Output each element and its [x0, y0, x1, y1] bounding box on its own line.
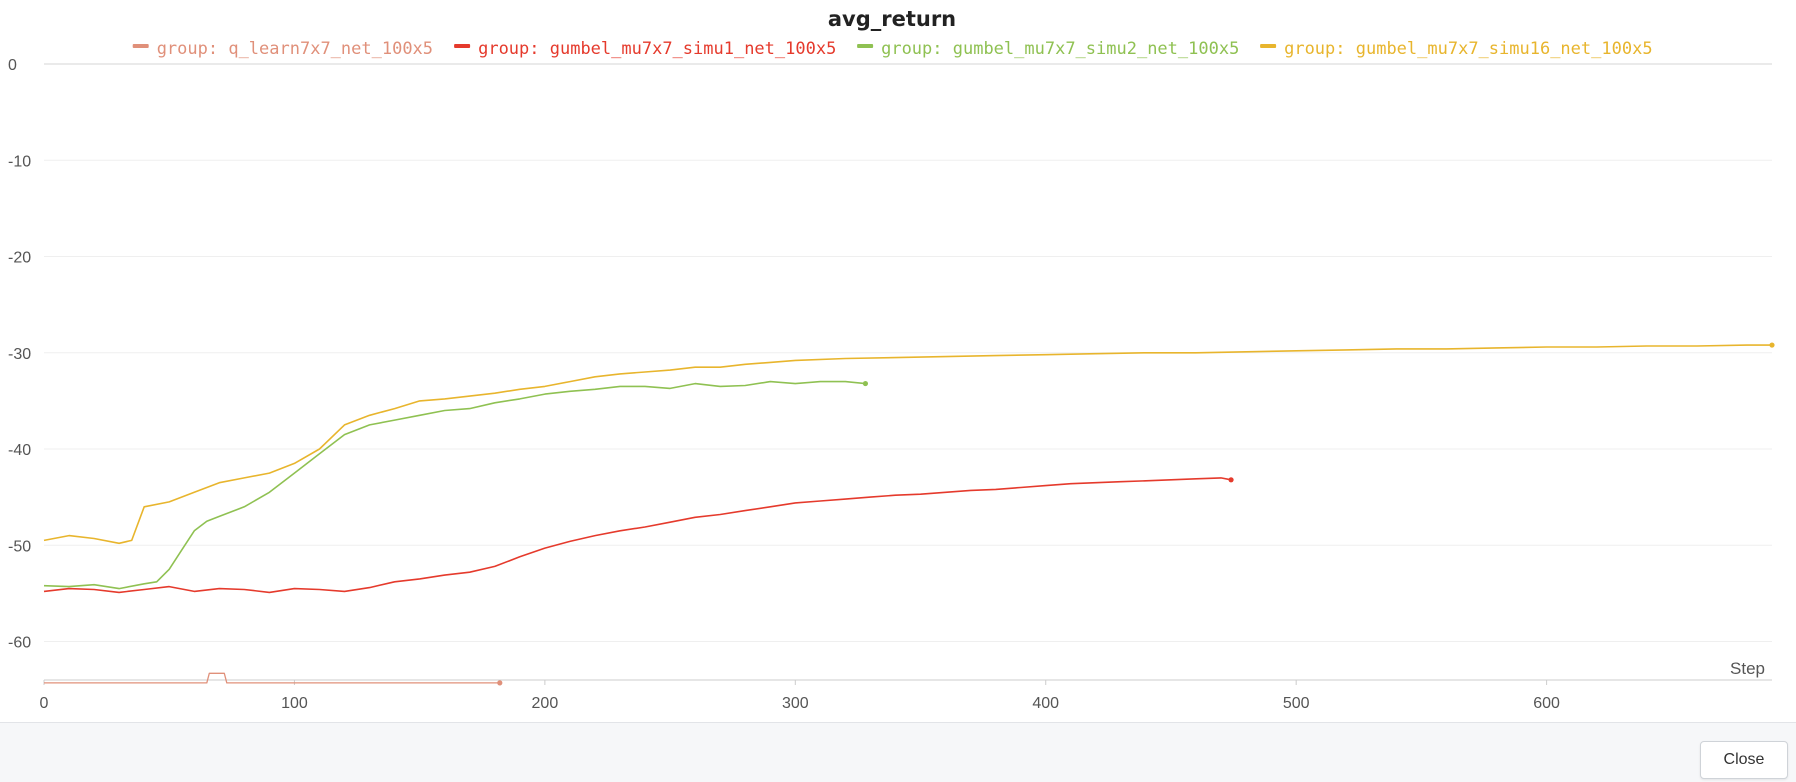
y-tick-label: -50 — [8, 538, 31, 555]
legend-item: group: gumbel_mu7x7_simu2_net_100x5 — [857, 39, 1239, 59]
x-tick-label: 300 — [782, 695, 809, 712]
grid — [44, 63, 1772, 642]
modal-footer: Close — [0, 722, 1796, 782]
series-line — [43, 380, 866, 590]
x-tick-label: 100 — [281, 695, 308, 712]
series-line — [44, 672, 500, 684]
series-end-marker — [1228, 477, 1234, 483]
chart-title: avg_return — [828, 7, 956, 31]
legend-swatch — [454, 44, 471, 48]
y-tick-label: -60 — [8, 635, 31, 652]
x-axis: 0 100 200 300 400 500 600 — [40, 679, 1772, 712]
legend: group: q_learn7x7_net_100x5 group: gumbel… — [132, 39, 1653, 59]
legend-item: group: gumbel_mu7x7_simu16_net_100x5 — [1260, 39, 1653, 59]
y-tick-label: 0 — [8, 57, 17, 74]
chart-panel: avg_return group: q_learn7x7_net_100x5 gr… — [8, 7, 1775, 712]
y-tick-label: -40 — [8, 442, 31, 459]
x-axis-label: Step — [1730, 659, 1765, 678]
x-tick-label: 600 — [1533, 695, 1560, 712]
legend-swatch — [857, 44, 874, 48]
series-line — [43, 344, 1772, 545]
legend-swatch — [132, 44, 149, 48]
legend-label: group: gumbel_mu7x7_simu2_net_100x5 — [881, 39, 1239, 59]
chart-svg: avg_return group: q_learn7x7_net_100x5 gr… — [8, 7, 1775, 712]
series-layer — [43, 342, 1775, 686]
legend-swatch — [1260, 44, 1277, 48]
x-tick-label: 500 — [1283, 695, 1310, 712]
legend-label: group: gumbel_mu7x7_simu16_net_100x5 — [1284, 39, 1652, 59]
y-axis: 0 -10 -20 -30 -40 -50 -60 — [8, 57, 31, 652]
legend-label: group: gumbel_mu7x7_simu1_net_100x5 — [478, 39, 836, 59]
series-end-marker — [1769, 342, 1775, 348]
close-button[interactable]: Close — [1700, 741, 1788, 779]
x-tick-label: 400 — [1032, 695, 1059, 712]
series-end-marker — [862, 380, 869, 387]
series-line — [43, 477, 1232, 594]
x-tick-label: 0 — [40, 695, 49, 712]
y-tick-label: -10 — [8, 153, 31, 170]
legend-label: group: q_learn7x7_net_100x5 — [157, 39, 433, 59]
legend-item: group: gumbel_mu7x7_simu1_net_100x5 — [454, 39, 836, 59]
y-tick-label: -20 — [8, 250, 31, 267]
y-tick-label: -30 — [8, 346, 31, 363]
series-end-marker — [497, 680, 503, 686]
legend-item: group: q_learn7x7_net_100x5 — [132, 39, 433, 59]
x-tick-label: 200 — [532, 695, 559, 712]
